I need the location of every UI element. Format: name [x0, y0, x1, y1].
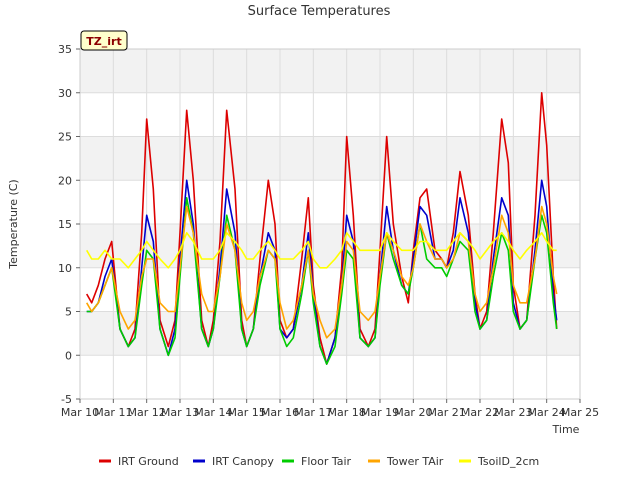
x-axis-label: Time	[552, 423, 580, 436]
x-tick-label: Mar 18	[328, 406, 366, 419]
y-tick-label: 30	[58, 87, 72, 100]
legend-label-irt-canopy: IRT Canopy	[212, 455, 274, 468]
x-tick-label: Mar 17	[294, 406, 332, 419]
plot-band	[80, 355, 580, 399]
series-line-floor-tair	[86, 197, 558, 365]
series-line-tower-tair	[86, 205, 558, 339]
x-tick-label: Mar 22	[461, 406, 499, 419]
series-lines	[86, 92, 558, 365]
legend: IRT Ground IRT Canopy Floor Tair Tower TAir…	[99, 455, 539, 468]
x-tick-label: Mar 13	[161, 406, 199, 419]
series-line-tsoild-2cm	[86, 232, 557, 269]
series-line-irt-ground	[86, 92, 558, 365]
y-tick-label: 35	[58, 43, 72, 56]
x-tick-label: Mar 20	[394, 406, 432, 419]
y-axis-label: Temperature (C)	[7, 179, 20, 269]
legend-label-irt-ground: IRT Ground	[118, 455, 179, 468]
y-axis: -5 0 5 10 15 20 25 30 35	[58, 43, 80, 406]
x-tick-label: Mar 23	[494, 406, 532, 419]
tz-badge-box	[80, 30, 128, 51]
x-tick-label: Mar 25	[561, 406, 599, 419]
tz-badge: TZ_irt	[80, 30, 128, 51]
y-tick-label: 5	[65, 306, 72, 319]
x-tick-label: Mar 16	[261, 406, 299, 419]
legend-label-tower-tair: Tower TAir	[386, 455, 444, 468]
y-tick-label: 0	[65, 349, 72, 362]
y-tick-label: 10	[58, 262, 72, 275]
x-tick-label: Mar 11	[94, 406, 132, 419]
y-tick-label: 20	[58, 174, 72, 187]
legend-label-floor-tair: Floor Tair	[301, 455, 352, 468]
x-tick-label: Mar 15	[228, 406, 266, 419]
x-tick-label: Mar 21	[428, 406, 466, 419]
x-tick-label: Mar 24	[528, 406, 566, 419]
y-tick-label: 25	[58, 131, 72, 144]
plot-band	[80, 136, 580, 181]
plot-band	[80, 92, 580, 137]
x-tick-label: Mar 19	[361, 406, 399, 419]
plot-band	[80, 267, 580, 312]
chart-title: Surface Temperatures	[248, 4, 391, 19]
x-tick-label: Mar 14	[194, 406, 232, 419]
plot-band	[80, 49, 580, 93]
y-tick-label: 15	[58, 218, 72, 231]
legend-label-tsoild-2cm: TsoilD_2cm	[477, 455, 539, 468]
x-tick-label: Mar 10	[61, 406, 99, 419]
tz-badge-label: TZ_irt	[86, 35, 121, 48]
x-tick-label: Mar 12	[128, 406, 166, 419]
y-tick-label: -5	[61, 393, 72, 406]
